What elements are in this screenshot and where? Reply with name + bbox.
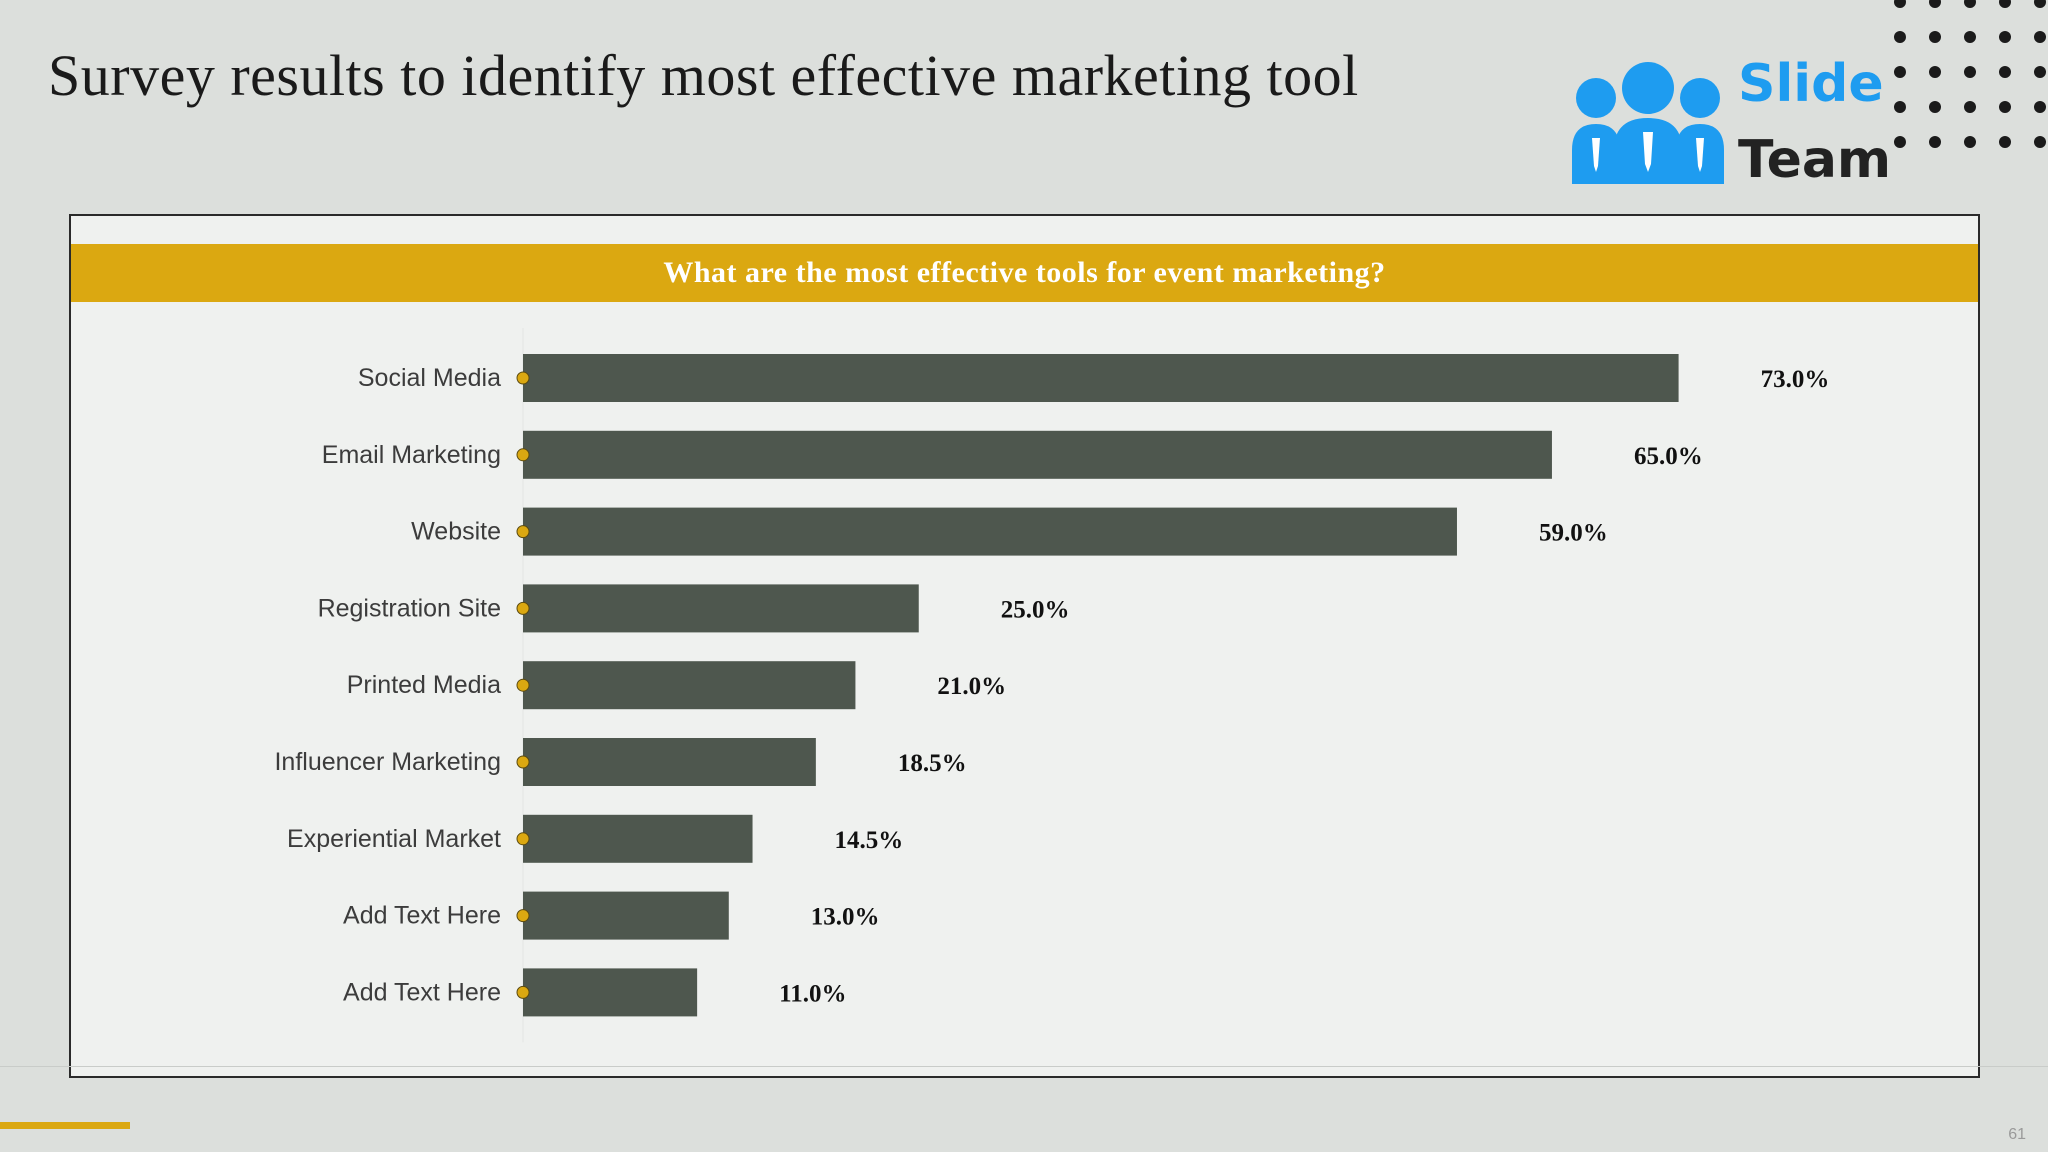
slide-title: Survey results to identify most effectiv… — [48, 43, 1359, 108]
decorative-dot — [2034, 101, 2046, 113]
decorative-dot — [1999, 66, 2011, 78]
bar-marker — [516, 448, 530, 462]
bar — [523, 814, 753, 863]
decorative-dot — [1929, 101, 1941, 113]
decorative-dot — [1894, 0, 1906, 8]
decorative-dot — [1999, 0, 2011, 8]
decorative-dot — [1964, 31, 1976, 43]
bar-marker — [516, 601, 530, 615]
category-label: Influencer Marketing — [274, 748, 501, 776]
decorative-dot — [1964, 66, 1976, 78]
bar — [523, 738, 816, 786]
decorative-dot — [1894, 31, 1906, 43]
bar-marker — [516, 985, 530, 999]
decorative-dot — [1894, 136, 1906, 148]
chart-title: What are the most effective tools for ev… — [663, 256, 1386, 289]
bar — [523, 968, 698, 1017]
bar — [523, 507, 1457, 556]
bar-marker — [516, 755, 530, 769]
bar-marker — [516, 371, 530, 385]
bar-marker — [516, 525, 530, 539]
category-label: Website — [411, 518, 501, 546]
decorative-dot — [2034, 31, 2046, 43]
value-label: 59.0% — [1539, 520, 1608, 547]
decorative-dot — [2034, 0, 2046, 8]
decorative-dot — [1964, 136, 1976, 148]
chart-panel: What are the most effective tools for ev… — [69, 214, 1980, 1078]
decorative-dot — [1964, 0, 1976, 8]
decorative-dot — [1894, 101, 1906, 113]
value-label: 11.0% — [779, 980, 846, 1007]
logo-text-team: Team — [1738, 130, 1892, 190]
bar — [523, 891, 729, 940]
decorative-dot — [2034, 136, 2046, 148]
category-label: Add Text Here — [343, 902, 501, 930]
decorative-dot — [1999, 136, 2011, 148]
value-label: 73.0% — [1761, 366, 1830, 393]
decorative-dot — [1999, 101, 2011, 113]
decorative-dot — [1894, 66, 1906, 78]
logo-text-slide: Slide — [1738, 54, 1884, 114]
decorative-dot — [1929, 66, 1941, 78]
value-label: 14.5% — [835, 827, 904, 854]
value-label: 13.0% — [811, 904, 880, 931]
value-label: 18.5% — [898, 750, 967, 777]
decorative-dot — [1964, 101, 1976, 113]
footer-divider — [0, 1066, 2048, 1067]
category-label: Add Text Here — [343, 978, 501, 1006]
decorative-dot — [1929, 31, 1941, 43]
decorative-dot — [1929, 136, 1941, 148]
slideteam-logo: Slide Team — [1568, 54, 1892, 194]
bar — [523, 584, 919, 633]
value-label: 25.0% — [1001, 596, 1070, 623]
decorative-dot — [1999, 31, 2011, 43]
category-label: Registration Site — [318, 594, 501, 622]
accent-line — [0, 1122, 130, 1129]
people-icon — [1572, 62, 1724, 184]
decorative-dot — [1929, 0, 1941, 8]
category-label: Printed Media — [347, 671, 501, 699]
value-label: 21.0% — [937, 673, 1006, 700]
category-label: Email Marketing — [322, 441, 501, 469]
chart-header: What are the most effective tools for ev… — [71, 244, 1978, 302]
bar — [523, 354, 1679, 402]
bar-marker — [516, 832, 530, 846]
bar-chart: Social Media 73.0% Email Marketing 65.0% Web… — [274, 328, 1830, 1043]
bar — [523, 430, 1552, 479]
bar-marker — [516, 678, 530, 692]
decorative-dot — [2034, 66, 2046, 78]
page-number: 61 — [2008, 1126, 2026, 1143]
decorative-dot-grid — [1894, 0, 2046, 148]
value-label: 65.0% — [1634, 443, 1703, 470]
category-label: Social Media — [358, 364, 501, 392]
bar-marker — [516, 909, 530, 923]
bar — [523, 661, 856, 710]
category-label: Experiential Market — [287, 825, 501, 853]
